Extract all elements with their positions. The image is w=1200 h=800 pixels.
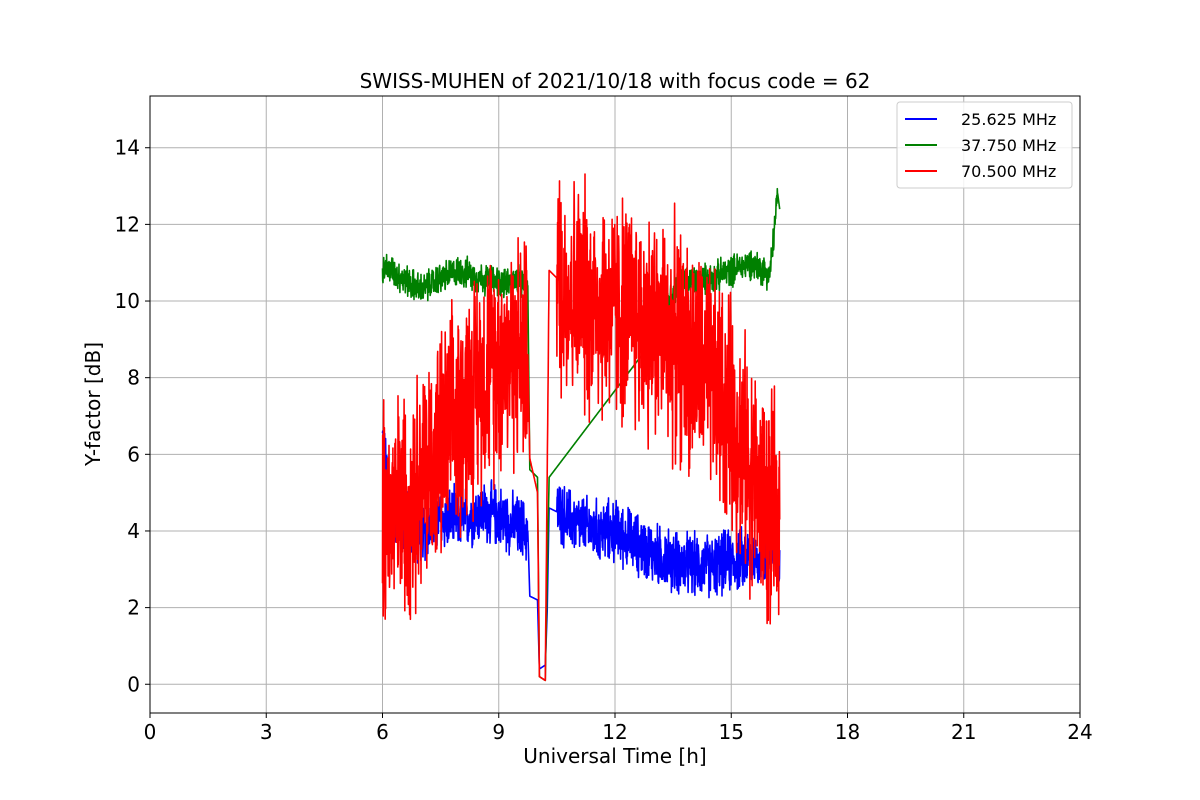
x-tick-label: 15: [719, 720, 744, 744]
series-line-1: [381, 187, 781, 682]
series-line-2: [381, 173, 781, 682]
x-tick-label: 21: [951, 720, 976, 744]
x-axis-label: Universal Time [h]: [523, 744, 706, 768]
y-tick-label: 8: [127, 366, 140, 390]
x-tick-label: 6: [376, 720, 389, 744]
legend-box: [896, 101, 1073, 189]
y-axis-label: Y-factor [dB]: [81, 342, 105, 467]
series-group: [381, 173, 781, 682]
series-line-0: [381, 430, 781, 670]
y-tick-label: 6: [127, 442, 140, 466]
legend-label-1: 37.750 MHz: [961, 136, 1056, 155]
y-tick-label: 14: [115, 136, 140, 160]
legend-label-2: 70.500 MHz: [961, 162, 1056, 181]
y-tick-label: 10: [115, 289, 140, 313]
x-tick-label: 3: [260, 720, 273, 744]
x-tick-label: 9: [492, 720, 505, 744]
chart-title: SWISS-MUHEN of 2021/10/18 with focus cod…: [360, 69, 871, 93]
x-tick-label: 24: [1067, 720, 1092, 744]
x-tick-label: 0: [144, 720, 157, 744]
y-tick-label: 0: [127, 672, 140, 696]
y-tick-label: 4: [127, 519, 140, 543]
x-tick-label: 18: [835, 720, 860, 744]
legend: 25.625 MHz 37.750 MHz 70.500 MHz: [896, 101, 1073, 189]
x-tick-label: 12: [602, 720, 627, 744]
legend-label-0: 25.625 MHz: [961, 110, 1056, 129]
y-tick-label: 12: [115, 212, 140, 236]
y-tick-label: 2: [127, 596, 140, 620]
